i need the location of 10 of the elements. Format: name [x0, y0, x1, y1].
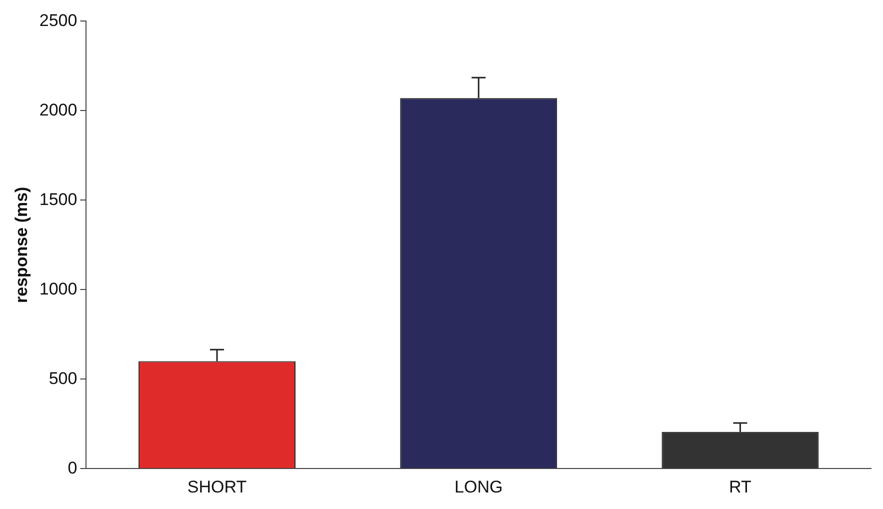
x-tick-label: SHORT [187, 477, 247, 496]
y-tick-label: 500 [48, 368, 78, 388]
x-tick-label: LONG [454, 477, 503, 496]
y-axis-title: response (ms) [12, 186, 31, 303]
x-tick-label: RT [729, 477, 752, 496]
y-tick-label: 0 [68, 458, 78, 478]
y-tick-label: 2500 [39, 10, 78, 30]
y-tick-label: 1000 [39, 279, 78, 298]
y-tick-label: 2000 [39, 100, 78, 120]
y-tick-label: 1500 [39, 190, 78, 209]
